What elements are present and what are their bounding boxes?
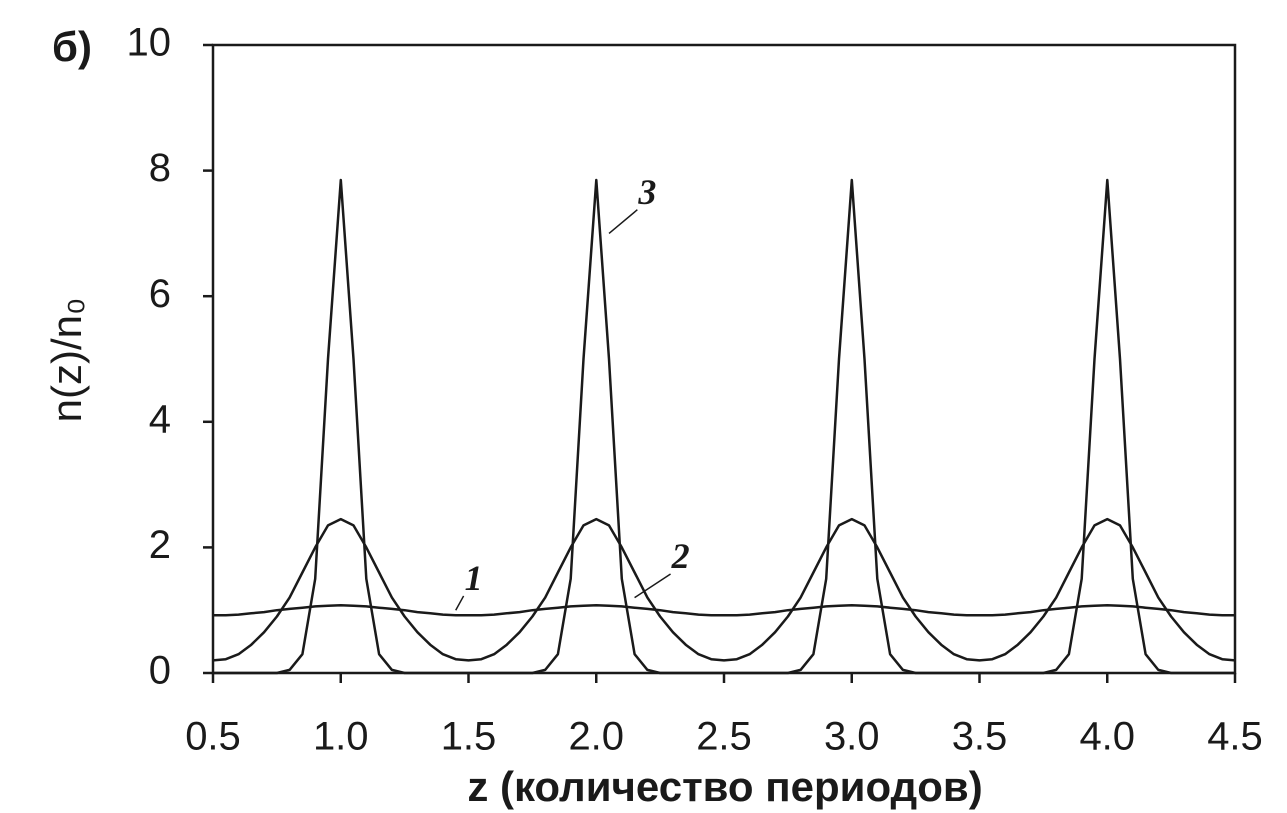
x-tick-label: 4.5: [1207, 715, 1263, 759]
series-line: [213, 603, 1235, 617]
annotation-leader: [455, 595, 465, 611]
y-tick-label: 8: [149, 146, 171, 190]
series-annotation: 1: [465, 558, 483, 598]
panel-label: б): [52, 23, 92, 70]
annotation-leader: [608, 209, 638, 234]
x-tick-label: 0.5: [185, 715, 241, 759]
x-tick-label: 3.0: [824, 715, 880, 759]
x-tick-label: 3.5: [952, 715, 1008, 759]
series-annotation: 3: [637, 172, 656, 212]
y-tick-label: 6: [149, 272, 171, 316]
x-tick-label: 1.5: [441, 715, 497, 759]
x-tick-label: 1.0: [313, 715, 369, 759]
x-tick-label: 2.0: [568, 715, 624, 759]
annotation-leader: [634, 573, 671, 599]
series-annotation: 2: [671, 536, 690, 576]
series-line: [212, 517, 1236, 662]
y-tick-label: 10: [127, 21, 172, 65]
x-tick-label: 4.0: [1079, 715, 1135, 759]
series-line: [213, 178, 1235, 675]
y-tick-label: 2: [149, 523, 171, 567]
x-tick-label: 2.5: [696, 715, 752, 759]
y-axis-label: n(z)/n₀: [43, 298, 90, 423]
y-tick-label: 0: [149, 649, 171, 693]
x-axis-label: z (количество периодов): [467, 763, 982, 810]
y-tick-label: 4: [149, 397, 171, 441]
